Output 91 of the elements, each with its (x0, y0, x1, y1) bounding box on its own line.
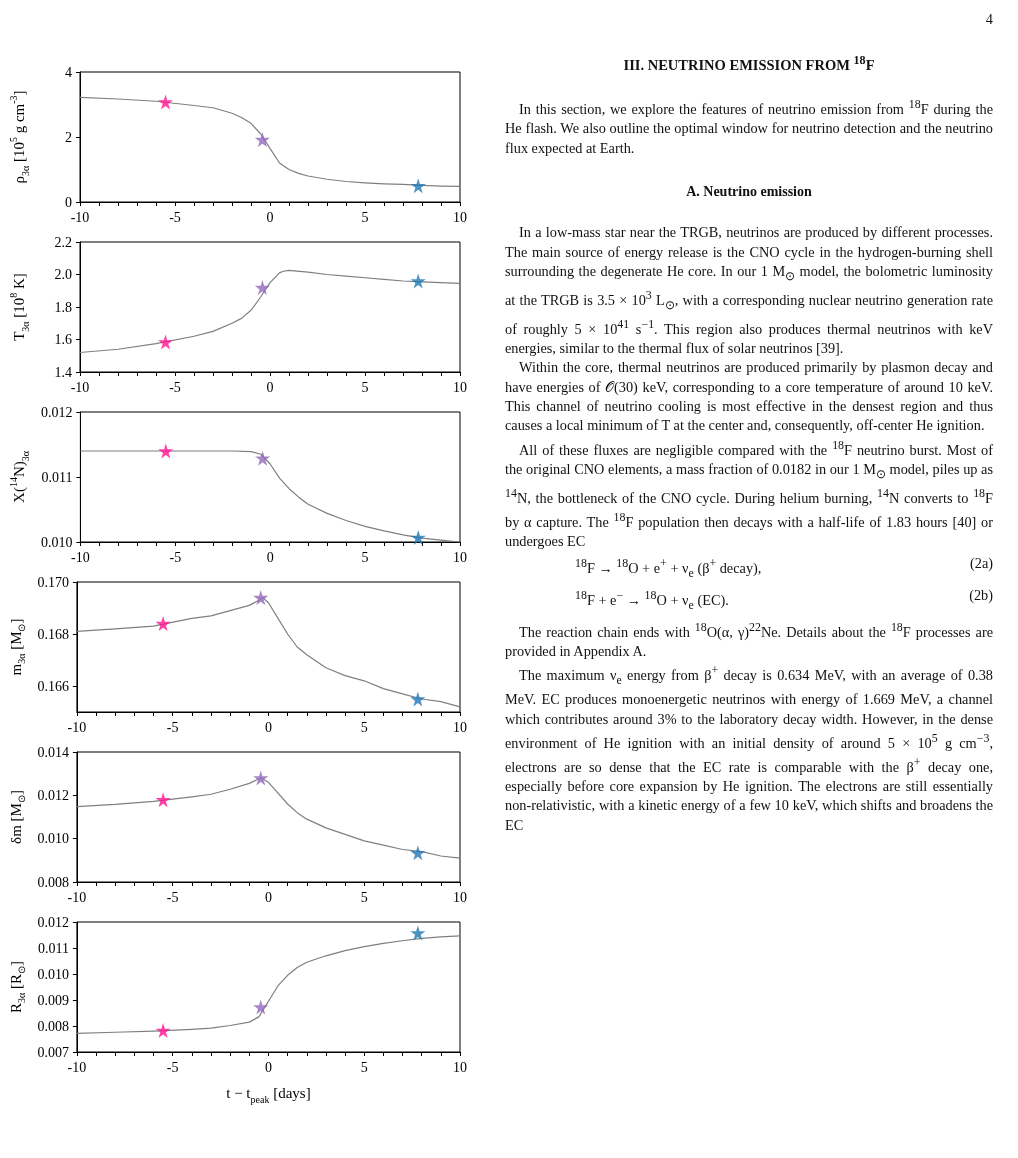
text: 4 (984, 10, 993, 29)
y-tick-label: 0.170 (37, 574, 69, 590)
text: III. NEUTRINO EMISSION FROM $^{18}$F (622, 52, 876, 76)
y-tick-label: 0.011 (41, 469, 73, 485)
text: In a low-mass star near the TRGB, neutrinos are produced by different processes. The main source of energy release is the CNO cycle in the hydrogen-burning shell surrounding the degenerate He core. In our 1 M$_{⊙}$ model, the bolometric luminosity at the TRGB is 3.5 × 10$^{3}$ L$_{⊙}$, with a corresponding nuclear neutrino generation rate of roughly 5 × 10$^{41}$ s$^{−1}$. This region also produces thermal neutrinos with keV energies, similar to the thermal flux of solar neutrinos [39]. (505, 224, 993, 357)
x-tick-label: 5 (360, 1059, 368, 1075)
x-tick-label: 5 (360, 889, 368, 905)
point (410, 273, 426, 289)
point (255, 450, 271, 466)
point (253, 999, 269, 1015)
text: (2b) (969, 586, 993, 606)
text: The maximum ν$_{e}$ energy from β$^{+}$ decay is 0.634 MeV, with an average of 0.38 MeV. EC produces monoenergetic neutrinos with energy of 1.669 MeV, a channel which contributes around 3% to the laboratory decay width. However, in the dense environment of He ignition with an initial density of around 5 × 10$^{5}$ g cm$^{−3}$, electrons are so dense that the EC rate is comparable with the β$^{+}$ decay one, especially before core expansion by He ignition. The electrons are still essentially non-relativistic, with a kinetic energy of a few 10 keV, which shifts and broadens the EC (505, 663, 994, 833)
x-tick-label: -5 (169, 379, 181, 395)
x-tick-label: -10 (71, 549, 90, 565)
y-tick-label: 0.009 (37, 992, 69, 1008)
y-axis-title: X(14N)3α (7, 450, 31, 503)
y-tick-label: 2.2 (54, 234, 72, 250)
y-tick-label: 0.012 (37, 914, 69, 930)
line-series (79, 269, 461, 354)
text: (2a) (969, 554, 993, 574)
y-tick-label: 0.008 (37, 1018, 69, 1034)
point (410, 925, 426, 941)
point (253, 590, 269, 606)
text: Within the core, thermal neutrinos are produced primarily by plasmon decay and have energies of 𝒪(30) keV, corresponding to a core temperature of around 10 keV. This channel of neutrino cooling is most effective in the densest region and thus causes a local minimum of T at the center and, consequently, off-center He ignition. (505, 358, 993, 436)
y-tick-label: 2.0 (54, 267, 72, 282)
x-tick-label: 5 (360, 719, 368, 735)
x-tick-label: 0 (266, 379, 274, 395)
x-tick-label: -5 (166, 719, 179, 735)
x-tick-label: 5 (361, 379, 369, 395)
x-tick-label: 5 (361, 549, 369, 565)
x-tick-label: -5 (166, 1059, 179, 1075)
point (155, 792, 171, 808)
y-tick-label: 0.008 (37, 874, 69, 890)
y-tick-label: 2 (65, 129, 72, 145)
y-axis-title: δm [M⊙] (7, 790, 27, 844)
point (155, 616, 171, 632)
text: The reaction chain ends with $^{18}$O(α, γ)$^{22}$Ne. Details about the $^{18}$F processes are provided in Appendix A. (505, 620, 993, 660)
x-tick-label: 10 (453, 379, 467, 395)
point (155, 1022, 171, 1038)
x-tick-label: 0 (266, 549, 274, 565)
point (158, 94, 173, 110)
text: In this section, we explore the features of neutrino emission from $^{18}$F during the He flash. We also outline the optimal window for neutrino detection and the neutrino flux expected at Earth. (505, 96, 993, 158)
y-tick-label: 4 (65, 64, 72, 80)
y-tick-label: 0.010 (40, 534, 73, 550)
text: $^{18}$F + e$^{−}$ → $^{18}$O + ν$_{e}$ (EC). (575, 587, 729, 614)
y-tick-label: 0.012 (40, 404, 73, 420)
y-tick-label: 0.010 (37, 831, 69, 847)
point (158, 443, 174, 459)
x-tick-label: -5 (166, 889, 179, 905)
point (158, 334, 173, 350)
x-tick-label: -10 (70, 379, 90, 395)
x-tick-label: -10 (70, 209, 90, 225)
point (254, 280, 270, 295)
x-tick-label: -10 (67, 1059, 87, 1075)
y-tick-label: 1.6 (54, 332, 72, 347)
x-tick-label: -5 (169, 549, 182, 565)
y-axis-title: R3α [R⊙] (7, 961, 27, 1013)
point (253, 770, 269, 786)
point (410, 529, 426, 545)
x-tick-label: 0 (264, 1059, 272, 1075)
y-tick-label: 0.168 (37, 626, 69, 642)
y-axis-title: m3α [M⊙] (7, 618, 27, 676)
x-tick-label: 10 (453, 549, 467, 565)
y-axis-title: T3α [108 K] (7, 273, 31, 341)
y-tick-label: 0.166 (37, 678, 69, 694)
x-tick-label: 0 (264, 719, 272, 735)
text: A. Neutrino emission (685, 183, 813, 202)
point (410, 691, 426, 707)
y-tick-label: 1.4 (54, 364, 72, 380)
text: $^{18}$F → $^{18}$O + e$^{+}$ + ν$_{e}$ (β$^{+}$ decay), (575, 556, 762, 580)
y-tick-label: 0.014 (37, 744, 69, 760)
x-tick-label: 10 (453, 209, 467, 225)
x-tick-label: -10 (67, 719, 87, 735)
y-tick-label: 0.010 (37, 966, 69, 982)
x-tick-label: 0 (266, 209, 274, 225)
point (254, 132, 270, 148)
x-tick-label: 10 (453, 889, 467, 905)
point (410, 178, 426, 194)
y-axis-title: ρ3α [105 g cm-3] (7, 90, 31, 184)
x-tick-label: 10 (453, 719, 467, 735)
y-tick-label: 0.012 (37, 787, 69, 803)
y-tick-label: 0.007 (37, 1044, 69, 1060)
x-tick-label: -10 (67, 889, 87, 905)
y-tick-label: 1.8 (54, 299, 72, 315)
x-tick-label: 0 (264, 889, 272, 905)
x-tick-label: -5 (169, 209, 181, 225)
y-tick-label: 0.011 (37, 940, 69, 956)
point (410, 845, 426, 861)
x-tick-label: 10 (453, 1059, 467, 1075)
y-tick-label: 0 (65, 194, 72, 210)
x-tick-label: 5 (361, 209, 369, 225)
